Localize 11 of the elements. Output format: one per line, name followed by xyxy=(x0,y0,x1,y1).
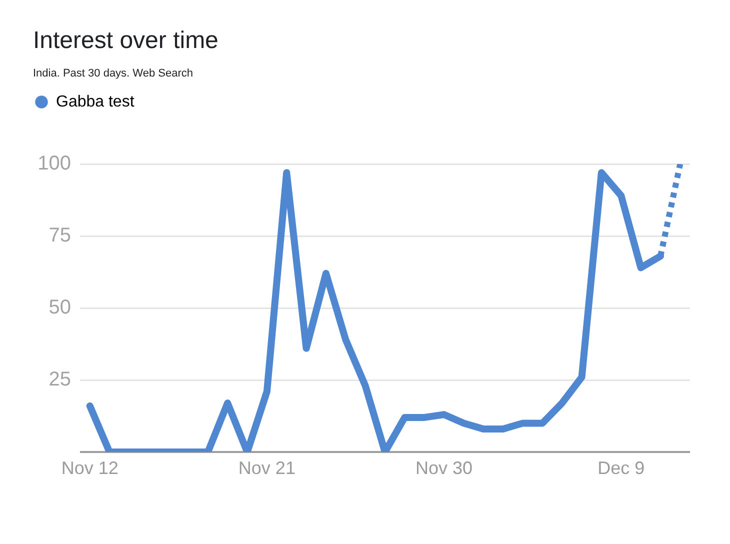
legend-label: Gabba test xyxy=(56,93,135,110)
y-tick-label: 75 xyxy=(48,224,71,247)
x-tick-label: Nov 21 xyxy=(238,458,296,478)
y-tick-label: 100 xyxy=(38,152,71,175)
x-tick-label: Nov 12 xyxy=(61,458,118,478)
chart-subtitle: India. Past 30 days. Web Search xyxy=(33,67,193,80)
x-tick-label: Nov 30 xyxy=(416,458,473,478)
y-tick-label: 50 xyxy=(48,296,71,319)
chart-title: Interest over time xyxy=(33,27,218,54)
y-tick-label: 25 xyxy=(48,368,71,391)
x-tick-label: Dec 9 xyxy=(598,458,645,478)
